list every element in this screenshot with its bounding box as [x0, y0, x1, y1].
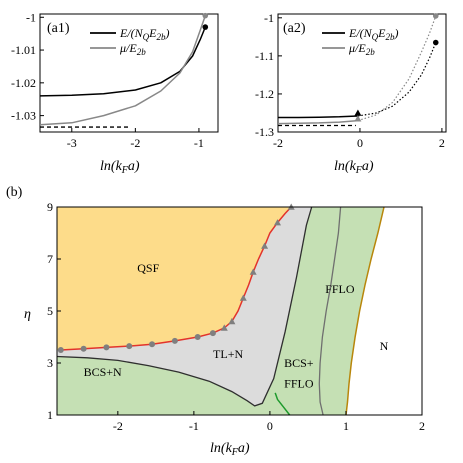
b-qsf-triangle-marker: [249, 268, 257, 275]
b-qsf-boundary-line: [60, 206, 292, 351]
b-fflo-boundary-line: [318, 206, 342, 416]
b-qsf-circle-marker: [80, 345, 87, 352]
a2-ytick-label: -1: [264, 11, 274, 25]
a2-xlabel: ln(kFa): [334, 159, 374, 176]
b-qsf-triangle-marker: [228, 317, 236, 325]
a1-ytick-label: -1: [26, 10, 36, 24]
b-ytick-label: 3: [47, 356, 53, 370]
a2-series-line: [357, 42, 437, 117]
a2-end-dot: [432, 39, 439, 46]
a1-xtick-label: -3: [67, 136, 77, 150]
a1-ytick-label: -1.02: [11, 76, 36, 90]
a2-frame: [277, 13, 447, 133]
a2-ytick-label: -1.2: [255, 87, 274, 101]
a1-ytick-label: -1.01: [11, 43, 36, 57]
panel-b: -2 -1 0 1 2 1 3 5 7 9 QSF TL+N BCS+N FFLO BCS+ FFLO N (…: [6, 185, 425, 458]
a1-ytick-label: -1.03: [11, 109, 36, 123]
a2-ytick-label: -1.1: [255, 49, 274, 63]
a1-xlabel: ln(kFa): [100, 159, 140, 176]
a1-legend-label-energy: E/(NQE2b): [119, 26, 170, 42]
b-bcs-fflo-boundary-line: [274, 392, 291, 416]
a1-frame: [39, 13, 219, 133]
a1-end-dot: [202, 12, 209, 19]
b-bcs-boundary-line: [56, 206, 313, 407]
a2-xtick-label: -2: [273, 136, 283, 150]
b-qsf-circle-marker: [194, 334, 201, 340]
b-qsf-circle-marker: [149, 341, 156, 348]
a1-series-line: [39, 26, 206, 97]
a1-end-dot: [202, 24, 209, 30]
b-qsf-triangle-marker: [220, 324, 228, 331]
a1-legend-label-mu: μ/E2b: [119, 41, 146, 57]
b-region-fill-qsf: [57, 207, 292, 350]
b-qsf-circle-marker: [57, 347, 64, 353]
b-qsf-circle-marker: [209, 330, 216, 337]
b-ytick-label: 1: [47, 408, 53, 422]
a2-xtick-label: 2: [439, 136, 445, 150]
b-region-label: TL+N: [213, 347, 243, 361]
b-qsf-triangle-marker: [261, 242, 269, 249]
a2-xtick-label: 0: [357, 136, 363, 150]
b-xtick-label: 2: [419, 419, 425, 433]
b-region-label: BCS+: [284, 356, 314, 370]
b-ytick-label: 5: [47, 304, 53, 318]
a2-series-line: [277, 119, 358, 125]
b-ytick-label: 7: [47, 252, 53, 266]
b-normal-boundary-line: [345, 206, 385, 416]
b-region-label: QSF: [137, 261, 159, 275]
a1-panel-label: (a1): [47, 21, 70, 36]
b-qsf-triangle-marker: [274, 219, 282, 226]
a2-triangle-marker: [354, 115, 362, 122]
b-qsf-circle-marker: [171, 337, 178, 344]
a2-series-line: [278, 115, 358, 119]
a2-ytick-label: -1.3: [255, 125, 274, 139]
b-region-label: N: [380, 339, 389, 353]
b-region-label: FFLO: [284, 377, 314, 391]
b-xtick-label: -1: [189, 419, 199, 433]
b-ytick-label: 9: [47, 200, 53, 214]
b-region-label: BCS+N: [84, 365, 122, 379]
b-qsf-circle-marker: [126, 343, 133, 350]
panel-a1: -3 -2 -1 -1 -1.01 -1.02 -1.03 (a1) E/(NQE2b) μ…: [11, 10, 219, 176]
a1-series-line: [39, 15, 207, 126]
b-xtick-label: 1: [343, 419, 349, 433]
panel-a2: -2 0 2-1-1.1-1.2-1.3 (a2) E/(NQE2b) μ/E2b …: [255, 11, 447, 176]
b-xlabel: ln(kFa): [210, 441, 250, 458]
a2-panel-label: (a2): [283, 21, 306, 36]
a1-xtick-label: -1: [194, 136, 204, 150]
b-qsf-triangle-marker: [239, 294, 247, 301]
b-qsf-circle-marker: [103, 344, 110, 351]
a2-end-dot: [432, 13, 439, 19]
a2-legend-label-energy: E/(NQE2b): [348, 26, 399, 42]
b-ylabel: η: [24, 307, 31, 322]
a2-triangle-marker: [354, 109, 362, 116]
b-region-label: FFLO: [325, 282, 355, 296]
b-panel-label: (b): [6, 185, 23, 200]
b-xtick-label: 0: [267, 419, 273, 433]
b-xtick-label: -2: [113, 419, 123, 433]
a2-legend-label-mu: μ/E2b: [348, 41, 375, 57]
a1-xtick-label: -2: [130, 136, 140, 150]
